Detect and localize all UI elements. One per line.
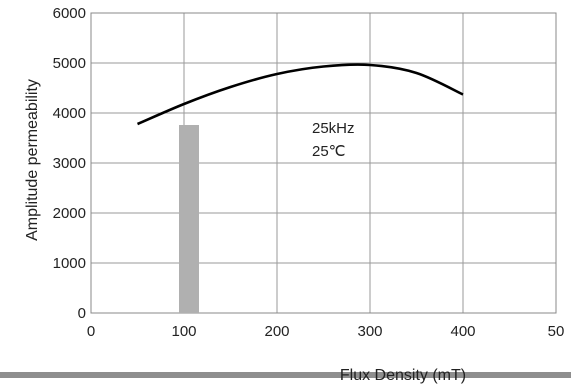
y-tick-label: 5000 bbox=[53, 55, 86, 72]
vertical-bar-artifact bbox=[179, 125, 199, 313]
annotation-temperature: 25℃ bbox=[312, 143, 346, 160]
x-tick-label: 300 bbox=[357, 323, 382, 340]
y-tick-labels: 0 1000 2000 3000 4000 5000 6000 bbox=[53, 5, 86, 322]
x-tick-label: 50 bbox=[548, 323, 565, 340]
y-tick-label: 0 bbox=[78, 305, 86, 322]
grid bbox=[90, 12, 557, 314]
plot-border bbox=[90, 12, 557, 314]
y-tick-label: 6000 bbox=[53, 5, 86, 22]
y-tick-label: 3000 bbox=[53, 155, 86, 172]
bottom-strip bbox=[0, 372, 571, 378]
series-line bbox=[136, 63, 464, 126]
y-axis-label: Amplitude permeability bbox=[24, 79, 41, 241]
x-tick-label: 100 bbox=[171, 323, 196, 340]
y-tick-label: 2000 bbox=[53, 205, 86, 222]
x-tick-label: 200 bbox=[264, 323, 289, 340]
x-tick-labels: 0 100 200 300 400 50 bbox=[87, 323, 565, 340]
x-tick-label: 0 bbox=[87, 323, 95, 340]
y-tick-label: 4000 bbox=[53, 105, 86, 122]
x-axis-label: Flux Density (mT) bbox=[340, 367, 466, 384]
x-tick-label: 400 bbox=[450, 323, 475, 340]
y-tick-label: 1000 bbox=[53, 255, 86, 272]
annotation-frequency: 25kHz bbox=[312, 120, 355, 137]
